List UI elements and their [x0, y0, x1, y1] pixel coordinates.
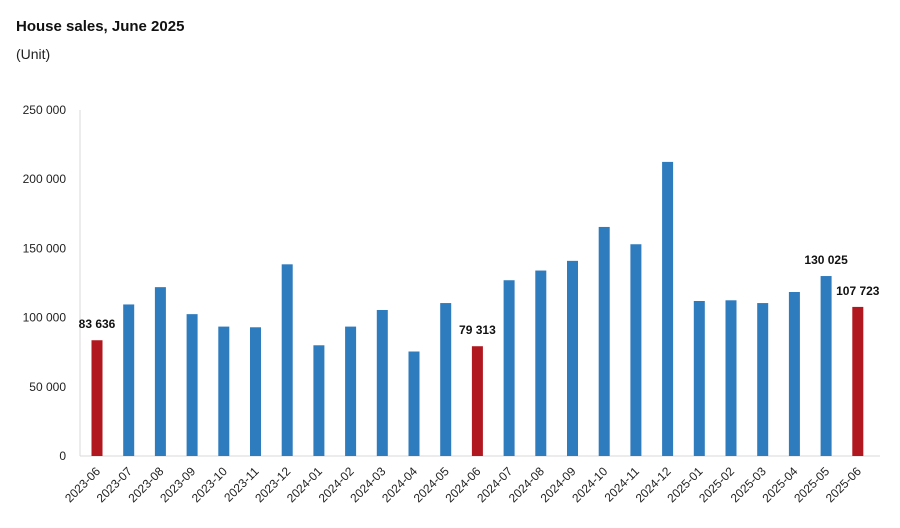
- bar-2025-04: [788, 291, 800, 456]
- bar-2024-10: [598, 226, 610, 456]
- x-tick-label: 2025-06: [823, 464, 864, 505]
- y-tick-label: 200 000: [23, 172, 67, 186]
- bar-2023-12: [281, 264, 293, 456]
- bar-2024-12: [662, 161, 674, 456]
- chart-title: House sales, June 2025: [16, 18, 185, 35]
- bar-2024-09: [567, 260, 578, 456]
- x-tick-label: 2024-10: [569, 464, 610, 505]
- bar-2025-06: [852, 306, 864, 456]
- bar-2024-07: [503, 280, 515, 456]
- bar-2024-11: [630, 244, 642, 456]
- data-label: 107 723: [836, 284, 880, 298]
- bar-2025-05: [820, 276, 832, 456]
- bar-2024-01: [313, 345, 325, 456]
- data-label: 79 313: [459, 323, 496, 337]
- bar-2024-05: [440, 303, 452, 456]
- data-label: 83 636: [79, 317, 116, 331]
- bar-2025-02: [725, 300, 737, 456]
- bar-2024-02: [345, 326, 357, 456]
- chart-subtitle: (Unit): [16, 46, 51, 62]
- bar-2024-06: [471, 346, 483, 456]
- bar-2025-03: [757, 303, 769, 456]
- data-label: 130 025: [804, 253, 848, 267]
- x-tick-label: 2023-10: [189, 464, 230, 505]
- bar-2023-11: [250, 327, 261, 456]
- bar-2023-08: [154, 287, 166, 456]
- bar-2023-06: [91, 340, 103, 456]
- bar-2023-07: [123, 304, 135, 456]
- bar-2024-03: [376, 309, 388, 456]
- bar-2023-10: [218, 326, 230, 456]
- bar-2023-09: [186, 314, 198, 456]
- y-tick-label: 100 000: [23, 311, 67, 325]
- bar-2025-01: [693, 300, 705, 456]
- y-tick-label: 150 000: [23, 241, 67, 255]
- y-tick-label: 50 000: [29, 380, 66, 394]
- y-tick-label: 0: [59, 449, 66, 463]
- bar-2024-04: [408, 351, 420, 456]
- y-tick-label: 250 000: [23, 103, 67, 117]
- bar-2024-08: [535, 270, 547, 456]
